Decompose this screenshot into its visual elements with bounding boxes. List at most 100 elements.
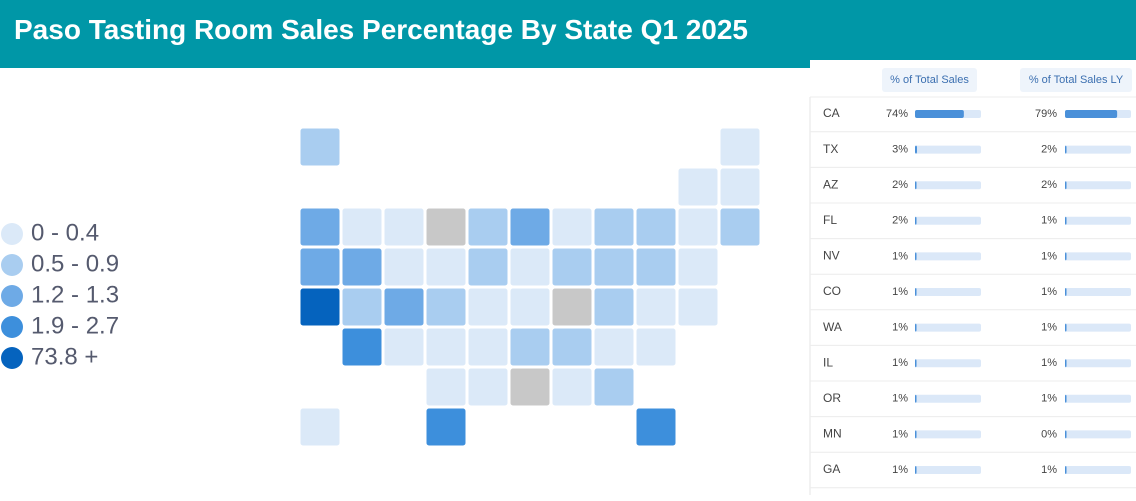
state-tile (425, 367, 467, 407)
bar (915, 181, 917, 190)
state-label: AZ (823, 177, 838, 191)
state-label: OR (823, 391, 841, 405)
bar (1065, 216, 1067, 225)
column-header-bg (1020, 68, 1132, 92)
table-panel (810, 60, 1136, 501)
state-tile (593, 287, 635, 327)
state-label: NV (823, 249, 840, 263)
state-tile (341, 247, 383, 287)
bar-track (1065, 216, 1131, 225)
state-tile (425, 287, 467, 327)
column-header: % of Total Sales (890, 74, 969, 86)
state-tile (551, 207, 593, 247)
bar (1065, 430, 1067, 439)
percent-label: 1% (1041, 215, 1057, 227)
bar (1065, 394, 1067, 403)
state-tile (509, 287, 551, 327)
percent-label: 1% (892, 286, 908, 298)
legend-swatch (1, 285, 23, 307)
bar-track (1065, 181, 1131, 190)
percent-label: 74% (886, 108, 908, 120)
bar (915, 288, 917, 296)
percent-label: 1% (892, 250, 908, 262)
state-tile (425, 207, 467, 247)
state-tile (719, 167, 761, 207)
state-tile (551, 327, 593, 367)
state-tile (593, 367, 635, 407)
percent-label: 1% (1041, 357, 1057, 369)
state-label: TX (823, 142, 838, 156)
state-tile (677, 287, 719, 327)
bar-track (1065, 359, 1131, 368)
state-tile (719, 207, 761, 247)
state-label: CO (823, 284, 841, 298)
state-tile (635, 407, 677, 447)
state-label: WA (823, 320, 842, 334)
percent-label: 1% (892, 428, 908, 440)
state-tile (383, 207, 425, 247)
state-label: CA (823, 106, 840, 120)
bar (915, 394, 917, 403)
state-tile (551, 367, 593, 407)
state-tile (467, 207, 509, 247)
bar-track (915, 252, 981, 261)
legend-label: 0 - 0.4 (31, 219, 99, 246)
state-tile (467, 367, 509, 407)
bar-track (915, 359, 981, 368)
title-banner (0, 0, 862, 68)
percent-label: 1% (1041, 393, 1057, 405)
page-title: Paso Tasting Room Sales Percentage By St… (14, 14, 749, 45)
state-tile (467, 327, 509, 367)
state-tile (467, 287, 509, 327)
state-tile (509, 327, 551, 367)
state-tile (635, 207, 677, 247)
state-tile (467, 247, 509, 287)
bar (1065, 145, 1067, 154)
state-label: FL (823, 213, 837, 227)
bar-track (1065, 323, 1131, 332)
state-tile (719, 127, 761, 167)
state-tile (509, 207, 551, 247)
state-label: IL (823, 355, 833, 369)
percent-label: 1% (892, 357, 908, 369)
bar (1065, 466, 1067, 474)
bar (1065, 252, 1067, 261)
bar (915, 145, 917, 154)
bar (915, 110, 964, 118)
bar-track (915, 216, 981, 225)
state-tile (551, 247, 593, 287)
state-tile (509, 247, 551, 287)
bar-track (1065, 288, 1131, 296)
percent-label: 2% (1041, 144, 1057, 156)
legend-label: 1.2 - 1.3 (31, 281, 119, 308)
state-tile (677, 167, 719, 207)
state-tile (635, 247, 677, 287)
bar-track (915, 394, 981, 403)
state-tile (551, 287, 593, 327)
bar (915, 252, 917, 261)
state-tile (635, 327, 677, 367)
state-tile (383, 287, 425, 327)
state-tile (341, 207, 383, 247)
state-tile (593, 327, 635, 367)
percent-label: 1% (892, 322, 908, 334)
percent-label: 1% (892, 464, 908, 476)
state-label: GA (823, 462, 840, 476)
percent-label: 1% (1041, 464, 1057, 476)
percent-label: 2% (892, 215, 908, 227)
bar-track (915, 181, 981, 190)
state-tile (383, 247, 425, 287)
percent-label: 2% (1041, 179, 1057, 191)
state-tile (677, 207, 719, 247)
bar-track (1065, 252, 1131, 261)
state-tile (425, 247, 467, 287)
state-tile (593, 207, 635, 247)
state-tile (299, 407, 341, 447)
state-tile (677, 247, 719, 287)
legend-swatch (1, 254, 23, 276)
state-tile (425, 407, 467, 447)
state-tile (299, 127, 341, 167)
state-tile (383, 327, 425, 367)
percent-label: 1% (892, 393, 908, 405)
